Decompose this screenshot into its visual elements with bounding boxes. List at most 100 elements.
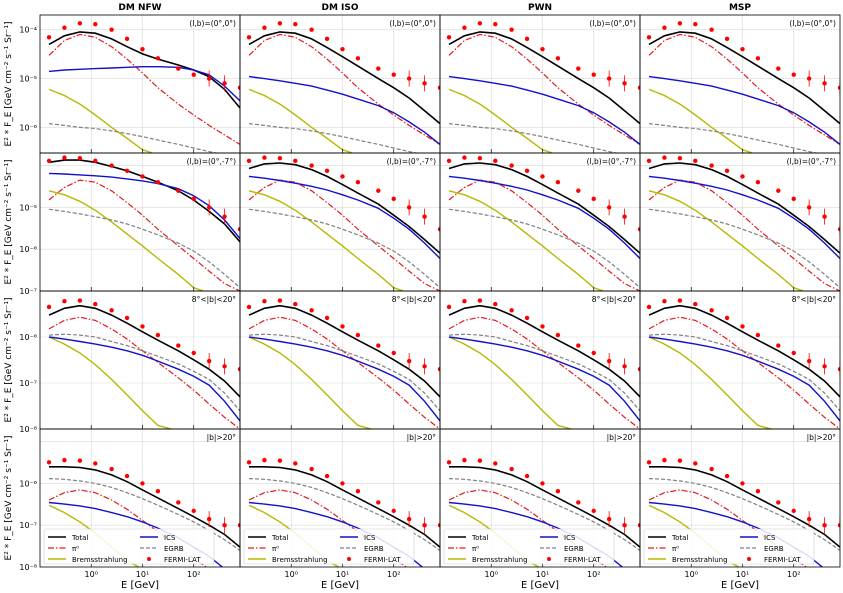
x-axis-label: E [GeV] [521,580,559,591]
fermi-point [109,27,114,32]
fermi-point [662,155,667,160]
fermi-point [376,66,381,71]
fermi-point [422,81,427,86]
fermi-point [340,481,345,486]
series-line-bremsstrahlung [248,504,341,567]
series-line-bremsstrahlung [48,190,206,291]
fermi-point [109,466,114,472]
fermi-point [109,163,114,168]
fermi-point [806,358,812,364]
fermi-point [540,46,545,52]
fermi-point [591,350,596,356]
panel-frame [639,152,841,292]
fermi-point [724,473,730,479]
region-label: 8°<|b|<20° [392,295,436,304]
series-line-ics [648,175,840,259]
fermi-point [677,156,683,161]
fermi-point [724,315,730,321]
panel-series [46,21,240,153]
panel-grid [440,153,640,291]
fermi-point [277,298,283,303]
fermi-point [493,461,498,466]
series-line-total [448,304,640,398]
series-line-egrb [48,333,240,412]
fermi-point [376,343,381,348]
series-line-ics [48,172,240,239]
fermi-point [509,308,514,313]
fermi-point [293,21,298,27]
fermi-point [309,308,314,313]
fermi-point [822,364,827,369]
x-tick-label: 10⁰ [85,570,98,579]
fermi-point [477,298,483,303]
fermi-point [606,516,612,522]
legend-label: Bremsstrahlung [272,556,328,564]
fermi-point [340,324,345,329]
series-line-bremsstrahlung [448,336,574,429]
fermi-point [376,500,381,505]
fermi-point [709,163,714,168]
y-tick-label: 10⁻⁷ [19,379,37,388]
fermi-point [509,163,514,168]
legend-label: Total [271,534,288,542]
fermi-point [462,299,467,304]
fermi-point [62,155,67,160]
fermi-point [77,458,83,463]
fermi-point [776,500,781,505]
fermi-point [724,36,730,42]
fermi-point [755,489,761,494]
legend-label: FERMI-LAT [364,556,401,564]
region-label: 8°<|b|<20° [792,295,836,304]
fermi-point [422,364,427,369]
fermi-point [646,158,652,164]
region-label: |b|>20° [407,433,437,442]
fermi-point [46,158,52,164]
fermi-point [509,27,514,32]
legend-frame [43,528,215,565]
series-line-bremsstrahlung [648,336,774,429]
panel-series [246,21,440,153]
panel-series [446,155,640,291]
fermi-point [246,158,252,164]
fermi-point [591,72,596,77]
fermi-point [155,56,161,61]
fermi-point [191,508,196,514]
fermi-point [309,163,314,168]
legend-label: EGRB [564,545,584,553]
fermi-point [677,458,683,463]
fermi-point [662,299,667,304]
x-tick-label: 10⁰ [285,570,298,579]
series-line-pi0 [48,33,240,145]
region-label: (l,b)=(0°,-7°) [587,157,636,166]
fermi-point [406,358,412,364]
fermi-point [637,227,640,232]
fermi-point [555,180,561,185]
series-line-pi0 [648,179,840,291]
fermi-point [191,72,196,77]
fermi-point [46,35,52,40]
region-label: 8°<|b|<20° [192,295,236,304]
fermi-point [437,85,440,90]
fermi-point [262,299,267,304]
x-axis-label: E [GeV] [721,580,759,591]
series-line-ics [448,336,640,422]
fermi-point [524,36,530,42]
fermi-point [237,85,240,90]
fermi-point [493,301,498,307]
series-line-bremsstrahlung [448,504,541,567]
legend-box: Total π⁰ Bremsstrahlung ICS EGRB FERMI-LAT [443,528,615,565]
fermi-point [77,21,83,26]
fermi-point [755,180,761,185]
series-line-total [648,162,840,254]
series-line-pi0 [448,179,640,291]
x-tick-label: 10² [187,570,200,579]
y-axis-label: E² * F_E [GeV cm⁻² s⁻¹ Sr⁻¹] [4,298,14,423]
panel-grid [240,15,440,153]
fermi-point [355,180,361,185]
fermi-point [646,35,652,40]
fermi-point [555,489,561,494]
series-line-egrb [48,208,240,289]
fermi-point [740,324,745,329]
y-tick-label: 10⁻⁶ [19,123,37,132]
fermi-point [524,168,530,174]
